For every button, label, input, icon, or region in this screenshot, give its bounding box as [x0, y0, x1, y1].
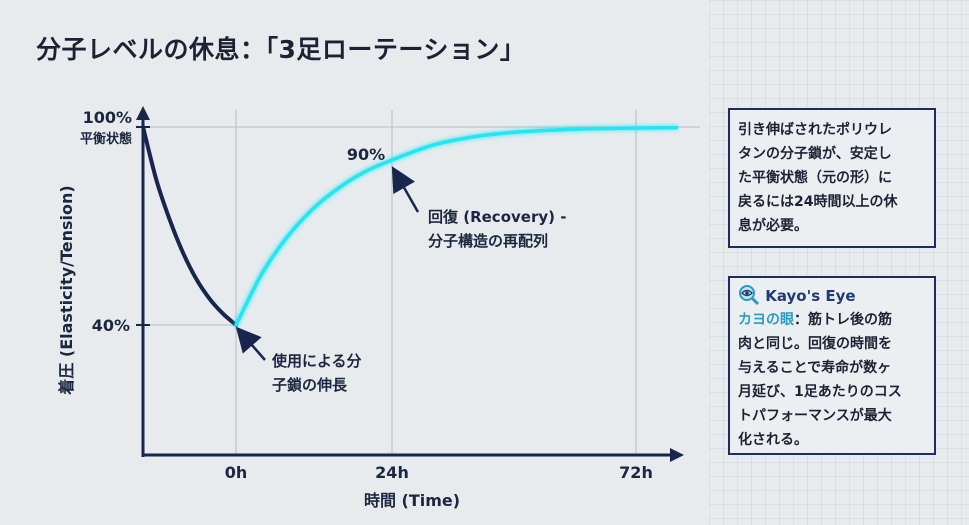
x-axis-label: 時間 (Time) — [364, 491, 460, 510]
info-line: た平衡状態（元の形）に — [738, 170, 892, 186]
kayo-eye-heading: Kayo's Eye — [738, 284, 928, 308]
page-title: 分子レベルの休息：「3足ローテーション」 — [36, 35, 526, 64]
kayo-eye-box: Kayo's Eye カヨの眼：筋トレ後の筋 肉と同じ。回復の時間を 与えること… — [728, 276, 936, 455]
usage-arrow — [235, 326, 266, 361]
annotation-recovery-line1: 回復 (Recovery) - — [428, 208, 566, 226]
annotation-usage-line2: 子鎖の伸長 — [272, 376, 348, 394]
x-tick-0h: 0h — [225, 463, 248, 482]
annotation-recovery-line2: 分子構造の再配列 — [428, 232, 548, 250]
kayo-line: ：筋トレ後の筋 — [794, 312, 892, 328]
info-line: 引き伸ばされたポリウレ — [738, 122, 892, 138]
info-box: 引き伸ばされたポリウレ タンの分子鎖が、安定し た平衡状態（元の形）に 戻るには… — [728, 108, 936, 248]
kayo-line: 与えることで寿命が数ヶ — [738, 360, 892, 376]
magnifier-eye-icon — [739, 285, 760, 306]
info-line: 息が必要。 — [738, 218, 808, 234]
kayo-eye-title: Kayo's Eye — [765, 287, 856, 305]
y-axis-arrow-icon — [136, 106, 150, 120]
recovery-arrow — [391, 166, 420, 213]
series-line-recovery — [234, 125, 679, 327]
info-line: タンの分子鎖が、安定し — [738, 146, 892, 162]
info-line: 戻るには24時間以上の休 — [738, 194, 898, 210]
x-tick-24h: 24h — [375, 463, 409, 482]
y-tick-40: 40% — [92, 316, 130, 335]
series-line-usage — [141, 125, 238, 327]
y-tick-100: 100% — [83, 108, 132, 127]
y-axis-label: 着圧 (Elasticity/Tension) — [57, 185, 76, 395]
chart: 100% 平衡状態 40% 着圧 (Elasticity/Tension) 0h… — [57, 106, 700, 510]
kayo-line: トパフォーマンスが最大 — [738, 408, 892, 424]
y-tick-100-sublabel: 平衡状態 — [80, 131, 132, 147]
kayo-line: 月延び、1足あたりのコス — [738, 384, 902, 400]
annotation-90: 90% — [347, 145, 385, 164]
kayo-eye-label: カヨの眼 — [738, 312, 794, 328]
x-tick-72h: 72h — [619, 463, 653, 482]
x-axis-arrow-icon — [670, 448, 684, 462]
kayo-line: 化される。 — [738, 432, 808, 448]
kayo-line: 肉と同じ。回復の時間を — [738, 336, 892, 352]
annotation-usage-line1: 使用による分 — [271, 352, 362, 370]
